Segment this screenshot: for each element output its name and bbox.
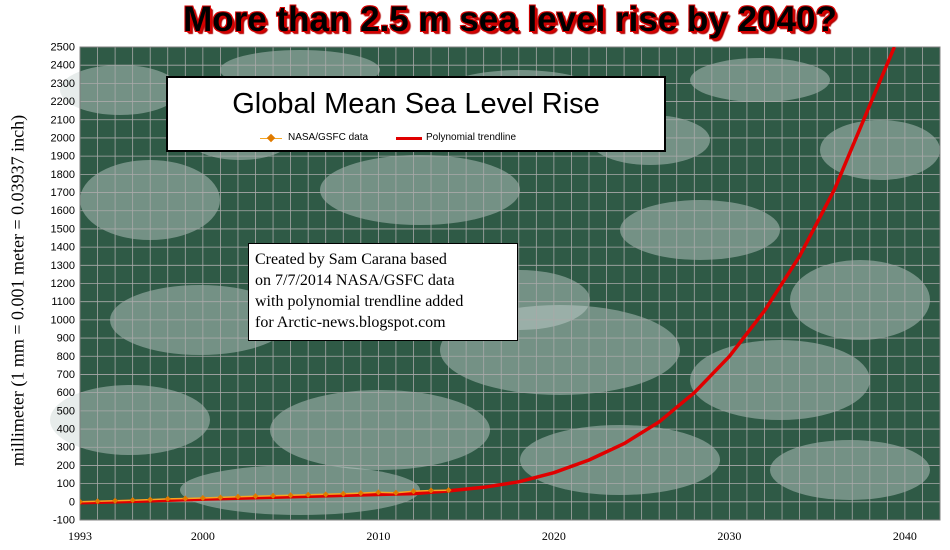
- y-tick-label: 2200: [51, 96, 75, 108]
- y-tick-label: 400: [57, 424, 75, 436]
- data-point: [129, 497, 136, 504]
- data-point: [445, 487, 452, 494]
- attribution-note: Created by Sam Carana based on 7/7/2014 …: [248, 243, 518, 341]
- x-tick-label: 2010: [366, 529, 390, 543]
- foam-patch: [50, 385, 210, 455]
- attribution-line: on 7/7/2014 NASA/GSFC data: [255, 272, 455, 289]
- chart-title-box: Global Mean Sea Level Rise NASA/GSFC dat…: [166, 76, 666, 152]
- foam-patch: [620, 200, 780, 260]
- y-tick-label: 2100: [51, 114, 75, 126]
- attribution-line: Created by Sam Carana based: [255, 251, 447, 268]
- y-tick-label: 1500: [51, 223, 75, 235]
- data-point: [375, 489, 382, 496]
- y-tick-label: 2500: [51, 42, 75, 54]
- foam-patch: [180, 465, 420, 515]
- foam-patch: [820, 120, 940, 180]
- foam-patch: [320, 155, 520, 225]
- data-point: [270, 492, 277, 499]
- data-point: [217, 494, 224, 501]
- data-point: [234, 493, 241, 500]
- foam-patch: [690, 58, 830, 102]
- data-point: [428, 487, 435, 494]
- data-point: [80, 498, 83, 505]
- y-tick-label: 2400: [51, 60, 75, 72]
- x-axis-tick-labels: 1993 2000 2010 2020 2030 2040: [68, 529, 917, 543]
- chart-title: Global Mean Sea Level Rise: [232, 88, 600, 120]
- attribution-line: for Arctic-news.blogspot.com: [255, 314, 446, 331]
- y-tick-label: 1200: [51, 278, 75, 290]
- y-tick-label: -100: [53, 515, 75, 527]
- data-point: [164, 495, 171, 502]
- data-point: [305, 491, 312, 498]
- legend-swatch-trendline: [396, 137, 422, 140]
- data-point: [392, 489, 399, 496]
- y-tick-label: 1800: [51, 169, 75, 181]
- plot-border: [79, 46, 941, 521]
- data-point: [340, 490, 347, 497]
- y-tick-label: 700: [57, 369, 75, 381]
- legend-label-trendline: Polynomial trendline: [426, 132, 517, 143]
- data-point: [410, 488, 417, 495]
- y-tick-label: 1300: [51, 260, 75, 272]
- foam-patch: [770, 440, 930, 500]
- y-tick-label: 2300: [51, 78, 75, 90]
- y-tick-label: 600: [57, 387, 75, 399]
- y-tick-label: 0: [69, 496, 75, 508]
- data-point: [182, 495, 189, 502]
- foam-patch: [520, 425, 720, 495]
- x-tick-label: 1993: [68, 529, 92, 543]
- y-axis-tick-labels: -100 0 100 200 300 400 500 600 700 800 900 1000 1100…: [51, 42, 75, 527]
- data-point: [199, 494, 206, 501]
- x-tick-label: 2020: [542, 529, 566, 543]
- data-point: [357, 490, 364, 497]
- attribution-line: with polynomial trendline added: [255, 293, 464, 310]
- y-tick-label: 1400: [51, 242, 75, 254]
- y-tick-label: 1600: [51, 205, 75, 217]
- y-tick-label: 800: [57, 351, 75, 363]
- y-axis-label: millimeter (1 mm = 0.001 meter = 0.03937…: [7, 114, 28, 467]
- foam-patch: [790, 260, 930, 340]
- trendline-series: [80, 47, 897, 505]
- y-tick-label: 1700: [51, 187, 75, 199]
- y-tick-label: 500: [57, 405, 75, 417]
- foam-patch: [60, 65, 180, 115]
- data-point: [147, 496, 154, 503]
- y-tick-label: 1100: [51, 296, 75, 308]
- headline-title: More than 2.5 m sea level rise by 2040?: [183, 0, 837, 39]
- y-tick-label: 1900: [51, 151, 75, 163]
- foam-patch: [690, 340, 870, 420]
- nasa-data-series: [80, 489, 449, 503]
- y-tick-label: 2000: [51, 132, 75, 144]
- chart-series: [80, 47, 897, 505]
- data-point: [287, 492, 294, 499]
- data-point: [252, 493, 259, 500]
- foam-patch: [270, 390, 490, 470]
- data-point: [112, 497, 119, 504]
- y-tick-label: 1000: [51, 314, 75, 326]
- legend-diamond-marker: [266, 133, 276, 143]
- x-tick-label: 2000: [191, 529, 215, 543]
- data-point: [322, 491, 329, 498]
- y-tick-label: 900: [57, 333, 75, 345]
- y-tick-label: 300: [57, 442, 75, 454]
- x-tick-label: 2040: [893, 529, 917, 543]
- legend-label-data: NASA/GSFC data: [288, 132, 369, 143]
- x-tick-label: 2030: [717, 529, 741, 543]
- data-point: [94, 498, 101, 505]
- y-tick-label: 200: [57, 460, 75, 472]
- y-tick-label: 100: [57, 478, 75, 490]
